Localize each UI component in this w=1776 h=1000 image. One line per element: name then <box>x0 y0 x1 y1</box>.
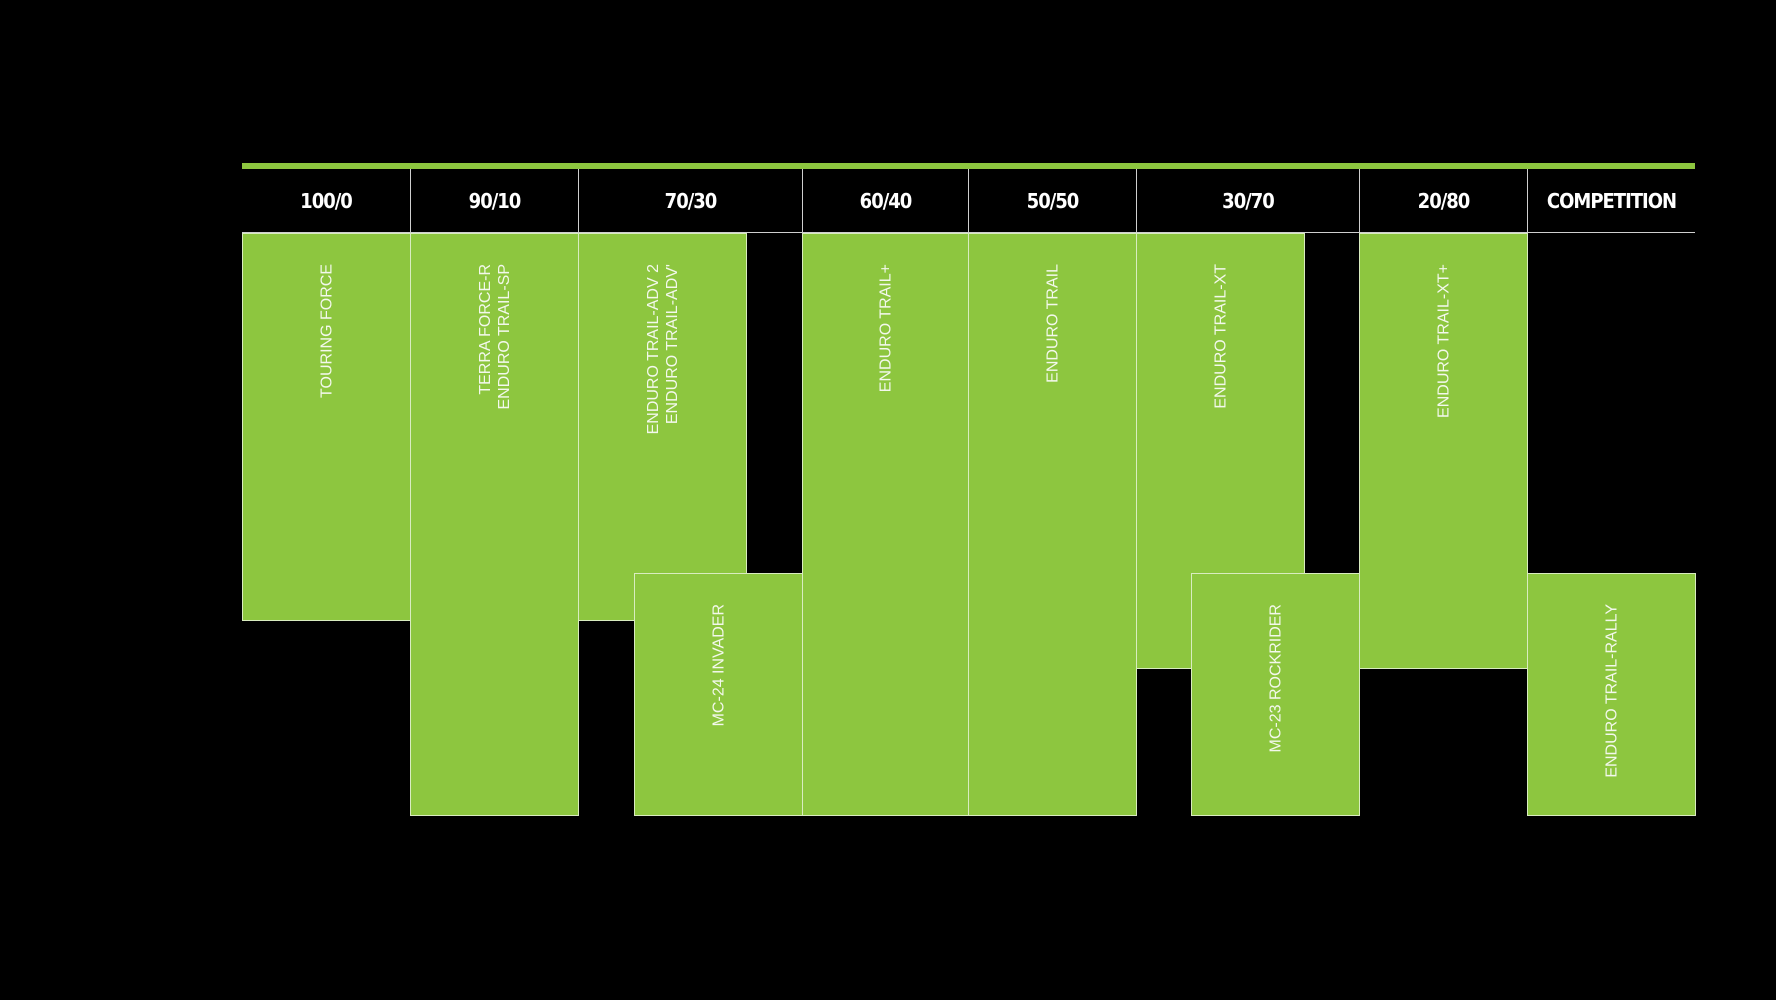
tire-label: TERRA FORCE-R ENDURO TRAIL-SP <box>476 264 514 410</box>
column-header-competition: COMPETITION <box>1527 169 1695 233</box>
top-accent-line <box>242 163 1695 169</box>
tire-block-mc-23-rockrider: MC-23 ROCKRIDER <box>1191 573 1360 816</box>
tire-label: MC-23 ROCKRIDER <box>1266 604 1285 752</box>
column-header-60-40: 60/40 <box>802 169 968 233</box>
tire-label: ENDURO TRAIL-XT+ <box>1434 264 1453 418</box>
tire-name: MC-23 ROCKRIDER <box>1267 604 1284 753</box>
tire-name: ENDURO TRAIL-XT+ <box>1435 264 1452 418</box>
tire-name: ENDURO TRAIL+ <box>877 264 894 393</box>
column-header-70-30: 70/30 <box>578 169 802 233</box>
tire-block-enduro-trail-adv: ENDURO TRAIL-ADV 2 ENDURO TRAIL-ADV' <box>578 233 747 621</box>
column-header-100-0: 100/0 <box>242 169 410 233</box>
tire-label: ENDURO TRAIL-ADV 2 ENDURO TRAIL-ADV' <box>644 264 682 434</box>
tire-name: ENDURO TRAIL-XT <box>1212 264 1229 409</box>
tire-block-enduro-trail-rally: ENDURO TRAIL-RALLY <box>1527 573 1696 816</box>
tire-label: ENDURO TRAIL+ <box>876 264 895 392</box>
tire-block-enduro-trail: ENDURO TRAIL <box>968 233 1137 816</box>
tire-block-terra-force: TERRA FORCE-R ENDURO TRAIL-SP <box>410 233 579 816</box>
tire-label: ENDURO TRAIL-XT <box>1211 264 1230 409</box>
tire-name: ENDURO TRAIL-RALLY <box>1603 604 1620 778</box>
column-header-90-10: 90/10 <box>410 169 578 233</box>
tire-block-touring-force: TOURING FORCE <box>242 233 411 621</box>
tire-label: ENDURO TRAIL-RALLY <box>1602 604 1621 778</box>
tire-block-mc-24-invader: MC-24 INVADER <box>634 573 803 816</box>
column-header-20-80: 20/80 <box>1359 169 1527 233</box>
tire-label: ENDURO TRAIL <box>1043 264 1062 383</box>
tire-name: TOURING FORCE <box>318 264 335 398</box>
tire-name: ENDURO TRAIL-ADV' <box>663 264 681 425</box>
tire-name: MC-24 INVADER <box>710 604 727 727</box>
tire-name: TERRA FORCE-R <box>476 264 494 395</box>
tire-name: ENDURO TRAIL <box>1044 264 1061 383</box>
tire-name: ENDURO TRAIL-SP <box>495 264 513 410</box>
tire-name: ENDURO TRAIL-ADV 2 <box>644 264 662 435</box>
tire-block-enduro-trail-plus: ENDURO TRAIL+ <box>802 233 969 816</box>
column-header-50-50: 50/50 <box>968 169 1136 233</box>
column-header-30-70: 30/70 <box>1136 169 1359 233</box>
tire-label: MC-24 INVADER <box>709 604 728 726</box>
tire-label: TOURING FORCE <box>317 264 336 398</box>
tire-block-enduro-trail-xt-plus: ENDURO TRAIL-XT+ <box>1359 233 1528 669</box>
